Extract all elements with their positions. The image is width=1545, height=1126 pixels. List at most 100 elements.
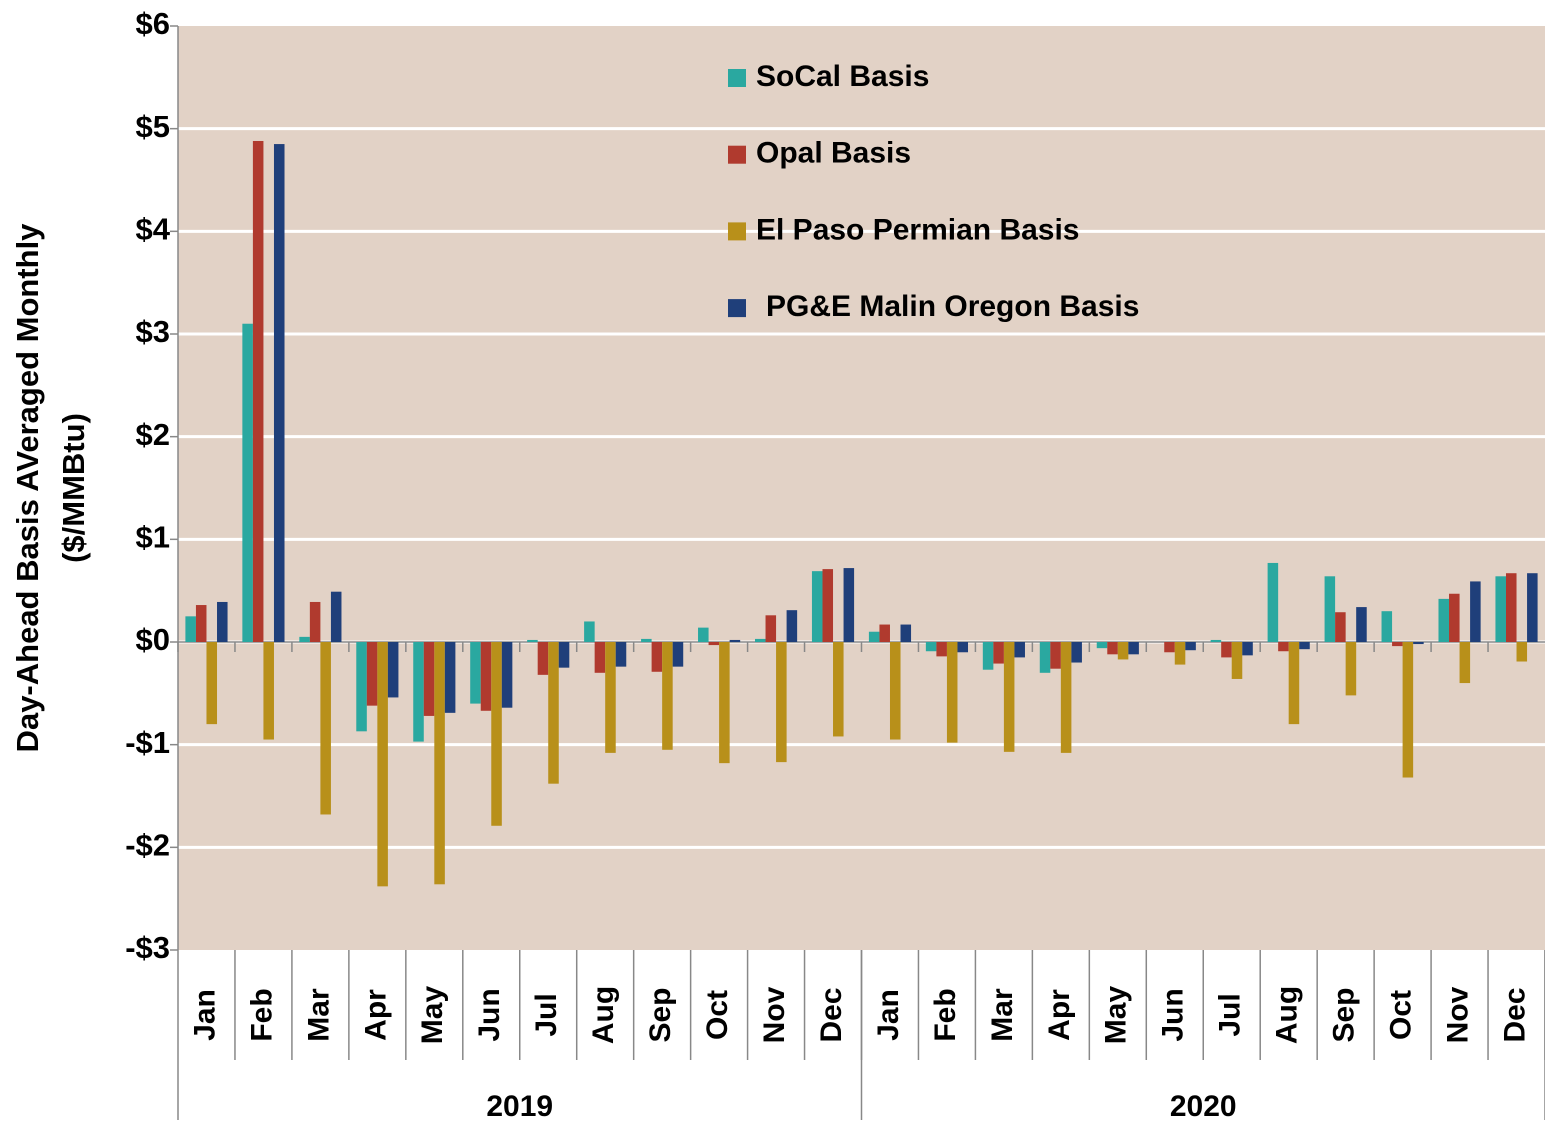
- y-tick-label: $1: [136, 520, 170, 555]
- bar: [470, 642, 481, 704]
- bar: [1242, 642, 1253, 656]
- x-tick-label: Jun: [473, 988, 506, 1041]
- bar: [1392, 642, 1403, 647]
- bar: [925, 642, 937, 652]
- bar: [1505, 573, 1517, 642]
- bar: [1117, 642, 1129, 660]
- bar: [594, 642, 606, 673]
- bar: [1210, 639, 1222, 642]
- bar: [558, 642, 570, 668]
- bar: [1107, 642, 1118, 655]
- bar: [444, 642, 456, 713]
- legend-label: SoCal Basis: [756, 60, 929, 93]
- bar: [330, 591, 342, 642]
- legend-label: Opal Basis: [756, 137, 911, 170]
- bar: [822, 569, 834, 642]
- bar: [252, 140, 264, 642]
- bar: [708, 642, 720, 646]
- group-label: 2020: [1170, 1090, 1237, 1123]
- x-tick-label: Mar: [302, 988, 335, 1042]
- bar: [1402, 642, 1414, 778]
- bar: [605, 642, 616, 753]
- bar: [1413, 642, 1424, 645]
- bar: [765, 615, 777, 642]
- bar: [1267, 562, 1279, 642]
- bar: [1527, 573, 1538, 642]
- y-tick-label: -$2: [125, 828, 170, 863]
- x-tick-label: Jul: [1214, 993, 1247, 1036]
- bar: [1164, 642, 1175, 653]
- bar: [1470, 581, 1481, 642]
- bar: [501, 642, 513, 708]
- bar: [1096, 642, 1108, 649]
- bar: [273, 144, 285, 643]
- x-tick-label: Apr: [1043, 989, 1076, 1041]
- bar: [1299, 642, 1310, 650]
- plot-background: [178, 26, 1545, 950]
- legend-label: El Paso Permian Basis: [756, 213, 1080, 246]
- x-tick-label: Apr: [359, 989, 392, 1041]
- x-tick-label: Dec: [1498, 987, 1531, 1042]
- bar: [1060, 642, 1072, 753]
- bar: [1003, 642, 1015, 752]
- bar: [868, 631, 880, 642]
- x-tick-label: Jul: [530, 993, 563, 1036]
- bar: [993, 642, 1004, 664]
- bar: [185, 616, 196, 642]
- bar: [309, 601, 321, 642]
- legend-swatch: [728, 145, 746, 164]
- bar: [662, 642, 673, 750]
- y-tick-label: $4: [136, 212, 171, 247]
- bar: [527, 639, 538, 642]
- bar: [1438, 598, 1450, 642]
- bar: [957, 642, 969, 653]
- bar: [299, 636, 310, 642]
- x-tick-label: Oct: [701, 990, 734, 1040]
- x-tick-label: Sep: [1328, 987, 1361, 1042]
- bar: [548, 642, 559, 784]
- x-tick-label: Mar: [986, 988, 1019, 1042]
- bar: [1071, 642, 1082, 663]
- bar: [263, 642, 274, 740]
- y-tick-label: -$1: [125, 725, 170, 760]
- bar: [1356, 607, 1367, 642]
- bar: [1288, 642, 1300, 725]
- bar: [719, 642, 730, 764]
- bar: [729, 639, 741, 642]
- bar: [776, 642, 787, 763]
- x-tick-label: Jan: [188, 989, 221, 1041]
- bar: [1128, 642, 1139, 655]
- bar: [217, 601, 228, 642]
- y-tick-label: $2: [136, 417, 170, 452]
- bar: [786, 610, 798, 642]
- x-tick-label: Aug: [587, 986, 620, 1044]
- bar: [672, 642, 684, 667]
- bar: [377, 642, 388, 887]
- bar: [754, 638, 766, 642]
- bar: [537, 642, 549, 675]
- bar: [434, 642, 445, 885]
- bar: [320, 642, 331, 815]
- bar: [1516, 642, 1528, 662]
- bar: [423, 642, 435, 716]
- y-tick-label: $3: [136, 314, 170, 349]
- bar: [1174, 642, 1186, 665]
- y-tick-label: $0: [136, 622, 170, 657]
- y-axis-title: Day-Ahead Basis AVeraged Monthly: [10, 223, 45, 753]
- bar: [982, 642, 994, 670]
- legend-swatch: [728, 299, 746, 318]
- bar: [1050, 642, 1061, 669]
- bar: [1014, 642, 1025, 658]
- x-tick-label: Feb: [245, 988, 278, 1041]
- legend-swatch: [728, 69, 746, 87]
- bar: [1495, 576, 1506, 642]
- x-tick-label: Aug: [1271, 986, 1304, 1044]
- y-tick-label: -$3: [125, 930, 170, 965]
- bar: [889, 642, 901, 740]
- bar: [833, 642, 844, 737]
- bar: [936, 642, 947, 657]
- bar: [584, 621, 595, 642]
- y-axis-title: ($/MMBtu): [56, 413, 91, 563]
